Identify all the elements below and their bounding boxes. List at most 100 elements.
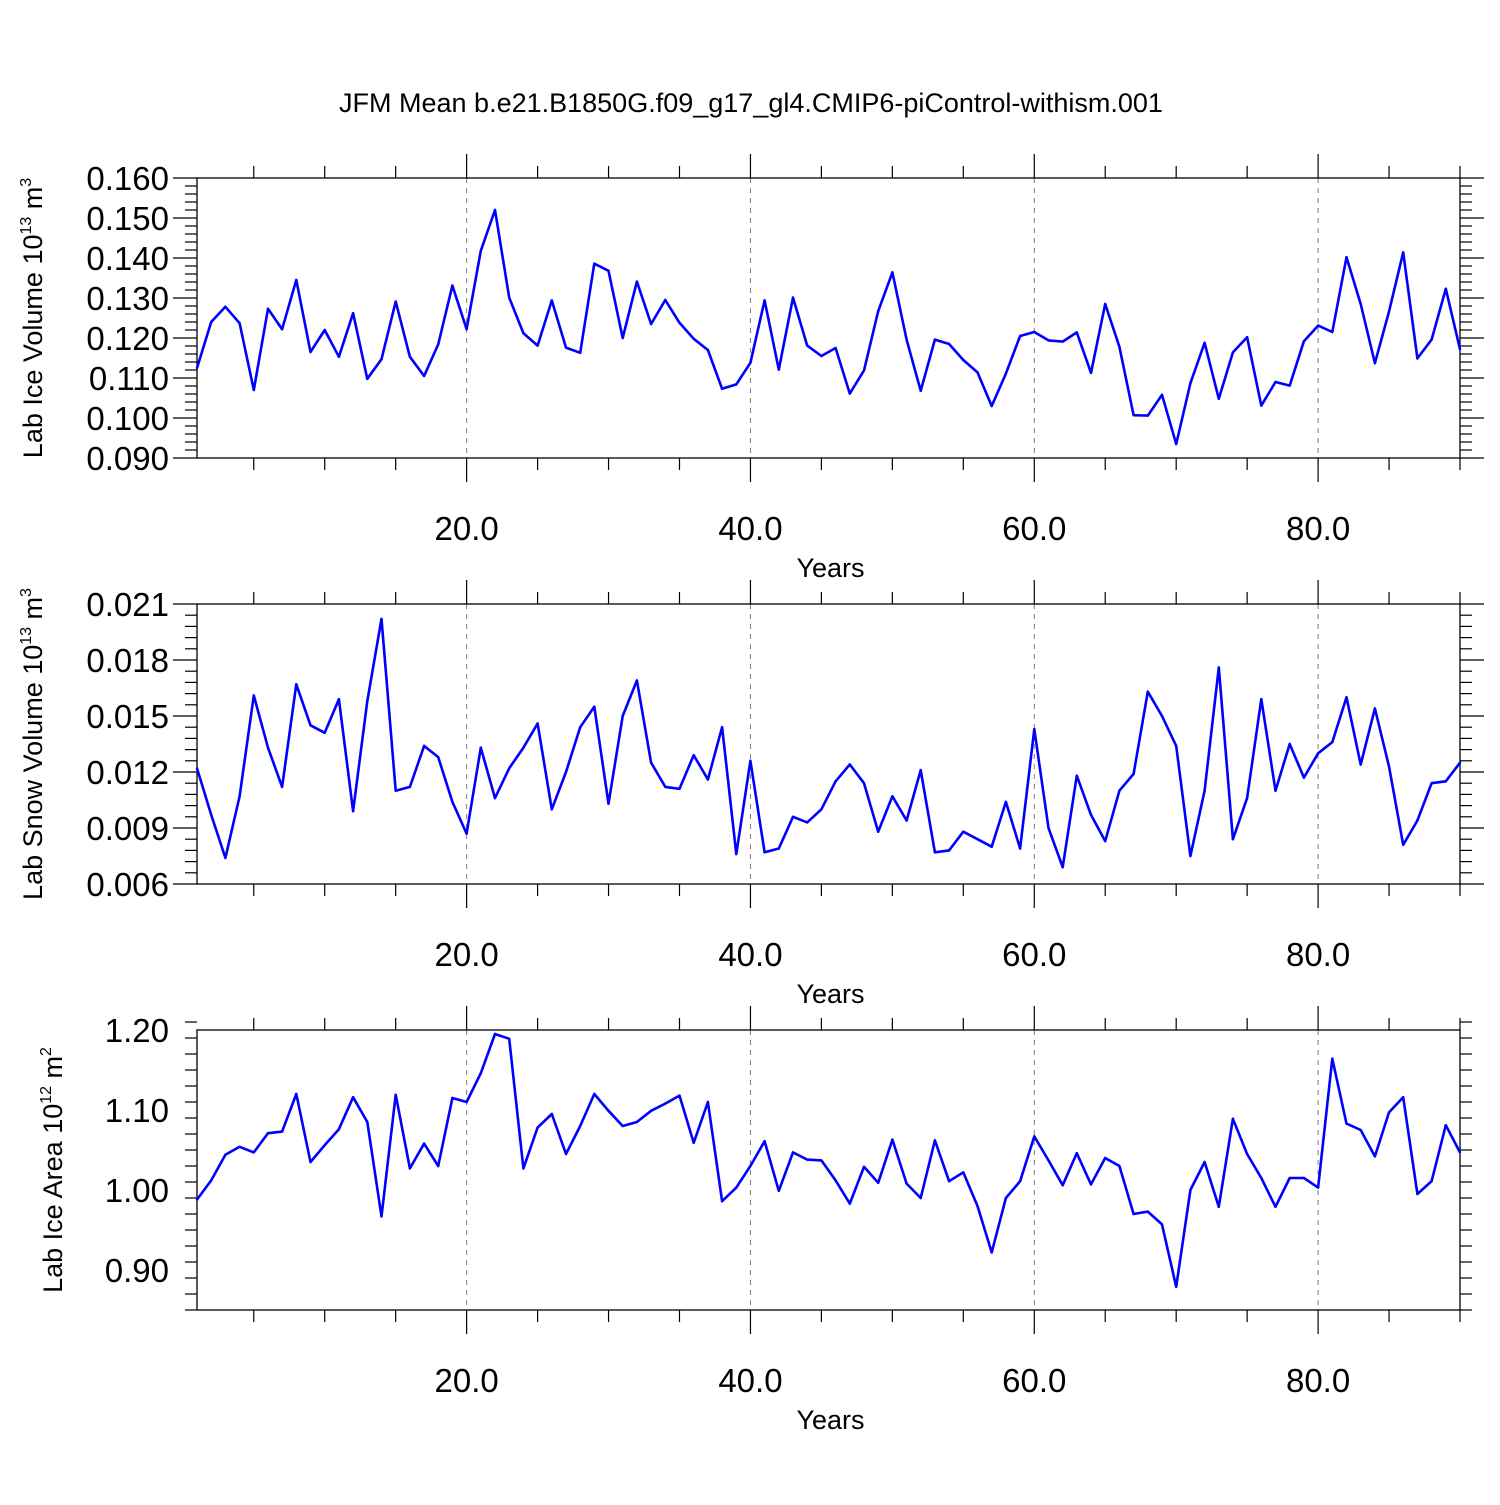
data-point bbox=[1373, 362, 1377, 365]
data-point bbox=[919, 768, 922, 772]
data-point bbox=[749, 1164, 752, 1168]
data-point bbox=[309, 1160, 312, 1164]
data-point bbox=[1033, 727, 1036, 731]
data-point bbox=[1416, 357, 1419, 360]
data-point bbox=[437, 1164, 440, 1168]
data-point bbox=[465, 328, 468, 331]
data-point bbox=[408, 785, 412, 789]
data-point bbox=[1387, 765, 1391, 768]
data-point bbox=[1331, 1057, 1334, 1061]
data-point bbox=[195, 767, 199, 770]
data-point bbox=[1061, 866, 1064, 869]
data-point bbox=[579, 1124, 582, 1128]
data-point bbox=[1302, 776, 1306, 779]
data-point bbox=[1061, 340, 1064, 343]
data-point bbox=[238, 795, 241, 798]
data-point bbox=[593, 262, 596, 265]
data-point bbox=[1075, 1152, 1079, 1155]
data-point bbox=[1331, 330, 1334, 334]
data-point bbox=[1104, 839, 1107, 843]
data-point bbox=[749, 361, 752, 364]
data-point bbox=[550, 808, 553, 811]
data-point bbox=[1245, 336, 1249, 339]
data-point bbox=[919, 1196, 922, 1200]
data-point bbox=[1217, 397, 1221, 400]
data-point bbox=[579, 726, 582, 729]
data-point bbox=[933, 851, 937, 854]
data-point bbox=[252, 694, 255, 697]
data-point bbox=[1458, 1151, 1462, 1154]
data-point bbox=[891, 1138, 894, 1141]
data-point bbox=[1430, 1180, 1433, 1183]
data-point bbox=[791, 1151, 795, 1154]
data-point bbox=[621, 1124, 624, 1128]
data-point bbox=[1231, 838, 1235, 841]
data-point bbox=[1175, 744, 1178, 748]
x-tick-label: 40.0 bbox=[718, 936, 782, 973]
y-tick-label: 0.100 bbox=[86, 400, 169, 437]
data-point bbox=[806, 1158, 809, 1161]
plot-frame bbox=[196, 603, 1461, 885]
data-point bbox=[1316, 1186, 1320, 1189]
data-point bbox=[1118, 345, 1121, 348]
data-point bbox=[990, 404, 993, 408]
data-point bbox=[1175, 1285, 1178, 1289]
data-point bbox=[1132, 1212, 1135, 1216]
data-point bbox=[309, 724, 312, 727]
data-point bbox=[607, 269, 610, 272]
panel-2: 20.0 40.0 60.0 80.0 0.006 0.009 0.012 0.015 0.01… bbox=[18, 580, 1484, 1009]
data-point bbox=[848, 392, 851, 395]
x-tick-label: 80.0 bbox=[1286, 936, 1350, 973]
data-point bbox=[1189, 1188, 1192, 1192]
data-point bbox=[195, 1198, 199, 1201]
x-tick-label: 40.0 bbox=[718, 1362, 782, 1399]
data-point bbox=[479, 746, 482, 749]
data-point bbox=[664, 1102, 667, 1105]
y-tick-label: 0.130 bbox=[86, 280, 169, 317]
data-point bbox=[1146, 414, 1150, 417]
data-point bbox=[1033, 330, 1036, 334]
data-point bbox=[323, 1144, 326, 1147]
data-point bbox=[1189, 382, 1192, 385]
data-point bbox=[522, 1167, 525, 1170]
data-point bbox=[791, 815, 795, 818]
data-point bbox=[649, 322, 653, 326]
data-point bbox=[1430, 782, 1433, 785]
data-point bbox=[1189, 854, 1192, 858]
data-point bbox=[791, 296, 795, 299]
data-point bbox=[493, 796, 497, 800]
data-point bbox=[919, 389, 922, 392]
data-point bbox=[394, 1093, 397, 1097]
data-point bbox=[351, 810, 355, 813]
data-point bbox=[692, 1141, 695, 1145]
data-point bbox=[933, 338, 937, 341]
data-point bbox=[777, 368, 780, 371]
x-tick-label: 80.0 bbox=[1286, 1362, 1350, 1399]
data-point bbox=[437, 343, 440, 346]
data-point bbox=[891, 271, 894, 274]
data-point bbox=[337, 355, 341, 358]
data-point bbox=[1316, 324, 1320, 327]
data-point bbox=[266, 1132, 270, 1135]
y-axis-label: Lab Snow Volume 1013 m3 bbox=[18, 588, 48, 900]
data-point bbox=[266, 307, 270, 310]
data-point bbox=[834, 346, 837, 350]
data-point bbox=[451, 284, 454, 287]
series-line bbox=[195, 208, 1462, 446]
data-point bbox=[366, 1120, 369, 1124]
x-tick-label: 60.0 bbox=[1002, 1362, 1066, 1399]
data-point bbox=[564, 346, 568, 349]
data-point bbox=[947, 342, 951, 346]
data-point bbox=[465, 1100, 468, 1104]
data-point bbox=[1132, 772, 1135, 776]
data-point bbox=[479, 249, 482, 252]
data-point bbox=[649, 1109, 653, 1113]
y-tick-label: 0.006 bbox=[86, 866, 169, 903]
data-point bbox=[1444, 287, 1448, 290]
data-point bbox=[1274, 1205, 1277, 1209]
y-tick-label: 0.110 bbox=[89, 360, 169, 397]
data-point bbox=[962, 358, 965, 362]
data-point bbox=[735, 1186, 738, 1189]
data-point bbox=[720, 1200, 724, 1203]
x-tick-label: 20.0 bbox=[435, 1362, 499, 1399]
